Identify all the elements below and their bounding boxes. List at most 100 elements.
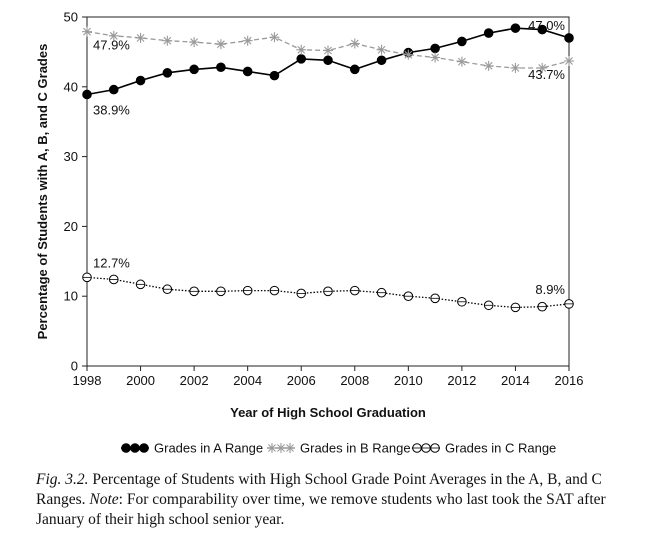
data-point (564, 55, 574, 66)
legend-label: Grades in C Range (445, 441, 556, 456)
data-point (296, 288, 307, 299)
data-point (269, 32, 280, 43)
x-tick-label: 2004 (233, 373, 262, 388)
data-point (412, 443, 422, 453)
data-point (216, 62, 226, 73)
data-point (82, 272, 92, 283)
data-point (269, 285, 280, 296)
y-tick-label: 50 (64, 10, 78, 25)
figure-caption: Fig. 3.2. Percentage of Students with Hi… (36, 470, 636, 530)
data-point (510, 62, 521, 73)
data-point (285, 443, 295, 453)
data-label: 12.7% (93, 255, 130, 270)
data-point (130, 443, 140, 453)
series-layer (82, 23, 574, 313)
x-tick-label: 2006 (287, 373, 316, 388)
data-point (242, 35, 253, 46)
data-point (537, 24, 548, 35)
data-point (483, 60, 494, 71)
data-point (483, 28, 494, 38)
legend-label: Grades in B Range (300, 441, 411, 456)
data-point (82, 89, 92, 100)
x-tick-label: 2010 (394, 373, 423, 388)
data-point (296, 44, 307, 55)
data-label: 47.0% (528, 18, 565, 33)
data-point (323, 55, 333, 66)
data-point (189, 64, 199, 75)
data-point (403, 291, 414, 302)
data-point (430, 52, 441, 63)
x-tick-label: 2008 (340, 373, 369, 388)
x-tick-label: 2014 (501, 373, 530, 388)
data-point (139, 443, 149, 453)
data-point (537, 301, 548, 312)
data-point (403, 49, 414, 60)
data-point (421, 443, 431, 453)
caption-note-label: Note (89, 491, 119, 508)
data-point (483, 300, 494, 311)
data-point (430, 443, 440, 453)
x-tick-label: 2016 (555, 373, 584, 388)
data-point (376, 287, 387, 298)
y-tick-label: 30 (64, 149, 78, 164)
data-point (242, 285, 253, 296)
annotation-layer: 47.9% 38.9% 12.7% 47.0% 43.7% 8.9% (93, 18, 565, 297)
data-point (349, 38, 360, 49)
line-chart: 1998 2000 2002 2004 2006 2008 2010 2012 2014 2016… (35, 10, 584, 456)
data-point (108, 274, 119, 285)
data-point (135, 75, 146, 86)
data-point (457, 296, 467, 307)
data-point (121, 443, 131, 453)
data-point (376, 55, 387, 66)
legend-item: Grades in C Range (412, 441, 556, 456)
y-tick-label: 40 (64, 79, 78, 94)
data-point (323, 286, 333, 297)
x-tick-label: 2012 (447, 373, 476, 388)
data-point (296, 54, 307, 64)
data-point (349, 64, 360, 75)
x-tick-label: 1998 (73, 373, 102, 388)
data-point (135, 32, 146, 43)
legend-label: Grades in A Range (154, 441, 263, 456)
caption-note-text: : For comparability over time, we remove… (36, 491, 606, 528)
series-grades-in-c-range (82, 272, 574, 313)
data-point (162, 284, 173, 295)
y-tick-label: 10 (64, 289, 78, 304)
x-axis: 1998 2000 2002 2004 2006 2008 2010 2012 2014 2016 (73, 366, 584, 388)
data-point (108, 84, 119, 95)
data-point (216, 286, 226, 297)
data-point (349, 285, 360, 296)
caption-figure-label: Fig. 3.2. (36, 471, 89, 488)
y-axis: 0 10 20 30 40 50 (64, 10, 87, 374)
legend-item: Grades in B Range (267, 441, 411, 456)
series-grades-in-a-range (82, 23, 574, 100)
caption-text: Percentage of Students with High School … (36, 471, 602, 508)
data-point (510, 302, 521, 313)
data-point (162, 35, 173, 46)
data-label: 38.9% (93, 102, 130, 117)
y-axis-title: Percentage of Students with A, B, and C … (35, 44, 50, 340)
data-point (430, 43, 440, 54)
series-grades-in-b-range (82, 26, 574, 73)
data-point (162, 68, 173, 78)
data-point (510, 23, 521, 33)
data-point (215, 39, 226, 50)
data-point (267, 443, 277, 453)
plot-frame (86, 16, 570, 367)
legend-item: Grades in A Range (121, 441, 263, 456)
data-point (564, 299, 574, 309)
data-point (108, 30, 119, 41)
data-point (430, 293, 440, 304)
data-point (564, 33, 574, 43)
data-label: 43.7% (528, 67, 565, 82)
data-point (457, 36, 467, 47)
data-point (242, 66, 253, 77)
x-tick-label: 2000 (126, 373, 155, 388)
data-point (189, 286, 199, 297)
data-point (135, 279, 146, 290)
data-point (189, 37, 200, 48)
data-point (323, 45, 333, 56)
data-point (456, 56, 467, 67)
data-point (537, 62, 548, 73)
data-label: 47.9% (93, 38, 130, 53)
